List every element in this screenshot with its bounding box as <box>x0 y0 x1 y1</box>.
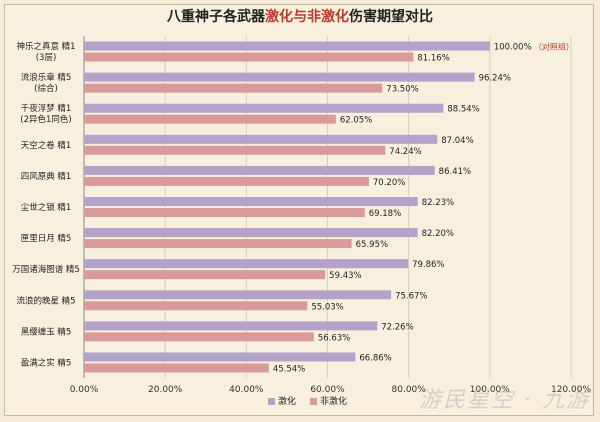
chart-title: 八重神子各武器激化与非激化伤害期望对比 <box>0 6 600 26</box>
category-label: 天空之卷 精1 <box>21 140 72 151</box>
bar <box>84 363 269 373</box>
data-label: 56.63% <box>318 333 350 343</box>
data-label: 87.04% <box>441 136 473 146</box>
category-label: 流浪的晚星 精5 <box>16 295 75 306</box>
data-label: 45.54% <box>273 364 305 374</box>
category-label: 神乐之真意 精1 <box>16 41 75 52</box>
title-part: 八重神子各武器 <box>167 9 265 25</box>
bar <box>84 83 383 93</box>
bar <box>84 352 356 362</box>
data-label: 70.20% <box>373 178 405 188</box>
category-label: 尘世之锁 精1 <box>21 202 72 213</box>
category-label: 万国诸海图谱 精5 <box>12 264 80 275</box>
annotation: （对照组） <box>534 42 574 52</box>
category-label: 千夜浮梦 精1 <box>21 103 72 114</box>
x-tick-label: 0.00% <box>70 385 99 395</box>
title-part: 激化与非激化 <box>265 9 349 25</box>
bar <box>84 321 378 331</box>
bar <box>84 103 444 113</box>
x-tick-label: 40.00% <box>229 385 264 395</box>
category-label: (2异色1同色) <box>20 114 71 125</box>
category-label: 流浪乐章 精5 <box>21 72 72 83</box>
x-tick-label: 80.00% <box>392 385 427 395</box>
data-label: 88.54% <box>447 105 479 115</box>
legend-swatch <box>310 398 317 405</box>
bar <box>84 290 392 300</box>
data-label: 69.18% <box>369 209 401 219</box>
bar <box>84 259 409 269</box>
bar <box>84 52 414 62</box>
data-label: 81.16% <box>417 54 449 64</box>
bar <box>84 239 352 249</box>
category-label: (综合) <box>34 83 58 94</box>
bar <box>84 176 369 186</box>
watermark: 游民星空 · 九游 <box>419 388 590 413</box>
category-label: 匣里日月 精5 <box>21 233 72 244</box>
x-tick-label: 60.00% <box>310 385 345 395</box>
data-label: 73.50% <box>386 85 418 95</box>
data-label: 66.86% <box>359 353 391 363</box>
x-tick-label: 20.00% <box>148 385 183 395</box>
data-label: 62.05% <box>340 116 372 126</box>
bar <box>84 72 475 82</box>
bar <box>84 270 326 280</box>
bar <box>84 41 490 51</box>
bar <box>84 301 308 311</box>
bar <box>84 114 336 124</box>
data-label: 74.24% <box>389 147 421 157</box>
data-label: 86.41% <box>439 167 471 177</box>
category-label: 黑缨缠玉 精5 <box>21 326 72 337</box>
data-label: 72.26% <box>381 322 413 332</box>
data-label: 100.00% <box>494 43 532 53</box>
data-label: 55.03% <box>311 302 343 312</box>
bar <box>84 165 435 175</box>
data-label: 82.23% <box>422 198 454 208</box>
data-label: 82.20% <box>422 229 454 239</box>
x-tick-label: 120.00% <box>551 385 591 395</box>
bar <box>84 197 418 206</box>
data-label: 79.86% <box>412 260 444 270</box>
data-label: 65.95% <box>356 240 388 250</box>
bar <box>84 228 418 238</box>
legend-swatch <box>268 398 275 405</box>
data-label: 75.67% <box>395 291 427 301</box>
bar <box>84 145 386 155</box>
bar <box>84 332 314 342</box>
category-label: 盈满之实 精5 <box>21 357 72 368</box>
data-label: 96.24% <box>479 74 511 84</box>
title-part: 伤害期望对比 <box>349 9 433 25</box>
bar <box>84 134 438 144</box>
bar <box>84 208 365 217</box>
legend-label: 非激化 <box>320 395 347 407</box>
category-label: 四风原典 精1 <box>21 171 72 182</box>
x-tick-label: 100.00% <box>470 385 510 395</box>
legend-label: 激化 <box>278 395 296 407</box>
data-label: 59.43% <box>329 271 361 281</box>
category-label: (3层) <box>36 53 57 63</box>
